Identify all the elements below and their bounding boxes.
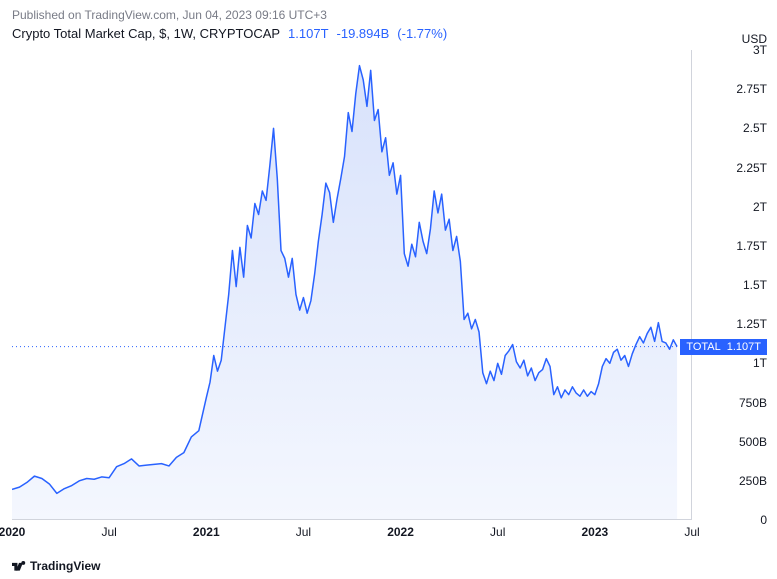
y-tick-label: 500B: [739, 435, 767, 449]
y-tick-label: 2.75T: [736, 82, 767, 96]
y-tick-label: 1.5T: [743, 278, 767, 292]
y-tick-label: 750B: [739, 396, 767, 410]
y-axis: 0250B500B750B1T1.25T1.5T1.75T2T2.25T2.5T…: [707, 50, 767, 520]
current-price-badge: TOTAL 1.107T: [680, 339, 767, 355]
x-tick-label: Jul: [490, 525, 505, 539]
x-tick-label: Jul: [296, 525, 311, 539]
symbol-name: Crypto Total Market Cap, $, 1W, CRYPTOCA…: [12, 26, 280, 41]
x-tick-label: 2021: [193, 525, 220, 539]
x-tick-label: 2023: [581, 525, 608, 539]
y-tick-label: 1.25T: [736, 317, 767, 331]
x-tick-label: 2020: [0, 525, 25, 539]
y-tick-label: 1T: [753, 356, 767, 370]
badge-value: 1.107T: [727, 341, 761, 353]
tradingview-logo[interactable]: TradingView: [12, 559, 100, 573]
x-tick-label: Jul: [684, 525, 699, 539]
chart-svg: [12, 50, 692, 520]
current-value: 1.107T: [288, 26, 328, 41]
y-tick-label: 0: [760, 513, 767, 527]
tradingview-icon: [12, 559, 26, 573]
y-tick-label: 2T: [753, 200, 767, 214]
x-axis: 2020Jul2021Jul2022Jul2023Jul: [12, 525, 692, 545]
y-tick-label: 1.75T: [736, 239, 767, 253]
y-tick-label: 2.5T: [743, 121, 767, 135]
chart-plot-area[interactable]: [12, 50, 692, 520]
y-tick-label: 3T: [753, 43, 767, 57]
badge-label: TOTAL: [686, 341, 720, 353]
x-tick-label: Jul: [101, 525, 116, 539]
y-tick-label: 250B: [739, 474, 767, 488]
x-tick-label: 2022: [387, 525, 414, 539]
y-tick-label: 2.25T: [736, 161, 767, 175]
change-percent: (-1.77%): [397, 26, 447, 41]
chart-title-row: Crypto Total Market Cap, $, 1W, CRYPTOCA…: [0, 26, 777, 45]
publish-info: Published on TradingView.com, Jun 04, 20…: [0, 0, 777, 26]
change-absolute: -19.894B: [337, 26, 390, 41]
brand-text: TradingView: [30, 559, 100, 573]
